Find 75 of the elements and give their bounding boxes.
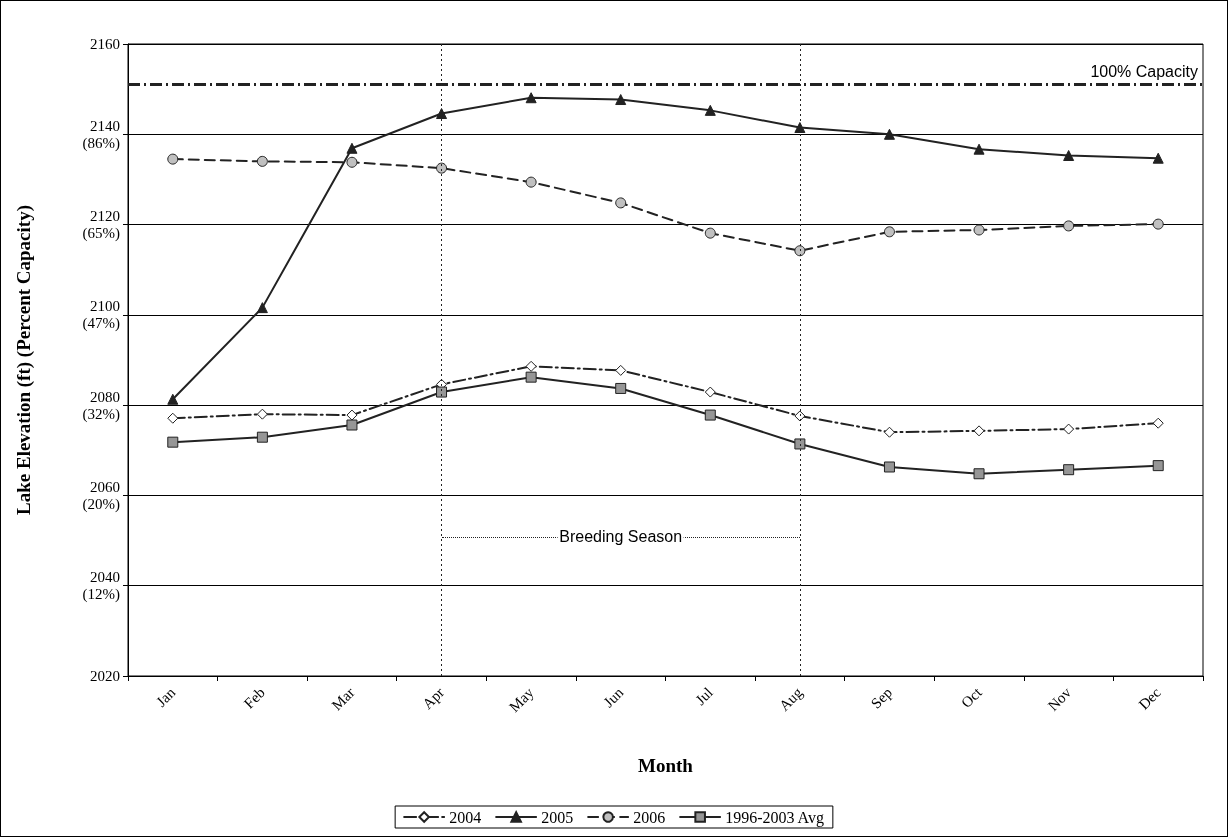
point: [525, 371, 537, 383]
point: [794, 410, 806, 422]
point: [973, 143, 985, 155]
y-tick-label: 2020: [90, 668, 120, 684]
x-tick-label: Jul: [692, 684, 716, 709]
point: [794, 122, 806, 134]
y-tick-label: 2080 (32%): [82, 388, 120, 423]
point: [1152, 417, 1164, 429]
point: [704, 386, 716, 398]
annotation: Breeding Season: [557, 526, 685, 547]
point: [973, 468, 985, 480]
point: [1152, 460, 1164, 472]
point: [615, 364, 627, 376]
point: [794, 245, 806, 257]
x-tick-label: Nov: [1044, 683, 1075, 714]
point: [256, 155, 268, 167]
point: [436, 162, 448, 174]
point: [436, 108, 448, 120]
point: [346, 142, 358, 154]
x-tick-label: Oct: [958, 683, 986, 711]
point: [256, 431, 268, 443]
legend-label: 2006: [633, 808, 666, 826]
point: [1063, 150, 1075, 161]
point: [704, 409, 716, 421]
point: [525, 92, 537, 104]
x-tick-label: Jun: [600, 683, 627, 711]
x-tick-label: Aug: [775, 683, 806, 714]
x-tick-label: Dec: [1135, 684, 1165, 713]
point: [1063, 423, 1075, 435]
y-tick-label: 2140 (86%): [82, 117, 120, 152]
x-tick-label: Apr: [419, 684, 448, 713]
x-axis-title: Month: [638, 755, 694, 776]
x-tick-label: May: [506, 683, 538, 716]
point: [883, 426, 895, 438]
point: [973, 224, 985, 236]
y-tick-label: 2060 (20%): [82, 478, 120, 513]
point: [794, 438, 806, 450]
point: [256, 302, 268, 314]
point: [525, 360, 537, 372]
point: [1152, 152, 1164, 164]
y-tick-label: 2100 (47%): [82, 298, 120, 333]
point: [346, 409, 358, 421]
point: [704, 227, 716, 239]
y-tick-label: 2160: [90, 36, 120, 52]
point: [167, 153, 179, 165]
point: [436, 386, 448, 398]
point: [346, 419, 358, 431]
point: [525, 176, 537, 188]
point: [883, 461, 895, 473]
point: [973, 425, 985, 437]
x-tick-label: Mar: [328, 684, 358, 714]
x-tick-label: Sep: [867, 684, 896, 712]
y-axis-title: Lake Elevation (ft) (Percent Capacity): [13, 205, 35, 515]
point: [615, 197, 627, 209]
y-tick-label: 2120 (65%): [82, 208, 120, 243]
point: [167, 393, 179, 405]
point: [256, 408, 268, 420]
point: [704, 104, 716, 116]
point: [615, 94, 627, 106]
point: [883, 128, 895, 140]
point: [1063, 464, 1075, 476]
x-tick-label: Feb: [240, 684, 269, 712]
ref-line-label: 100% Capacity: [1090, 63, 1198, 81]
y-tick-label: 2040 (12%): [82, 569, 120, 604]
point: [167, 436, 179, 448]
point: [346, 156, 358, 168]
point: [1152, 218, 1164, 230]
legend-label: 1996-2003 Avg: [725, 808, 824, 827]
legend-label: 2004: [449, 808, 482, 826]
point: [883, 226, 895, 238]
x-tick-label: Jan: [153, 683, 179, 710]
point: [167, 412, 179, 424]
point: [1063, 220, 1075, 232]
legend-label: 2005: [541, 808, 574, 826]
point: [615, 382, 627, 394]
